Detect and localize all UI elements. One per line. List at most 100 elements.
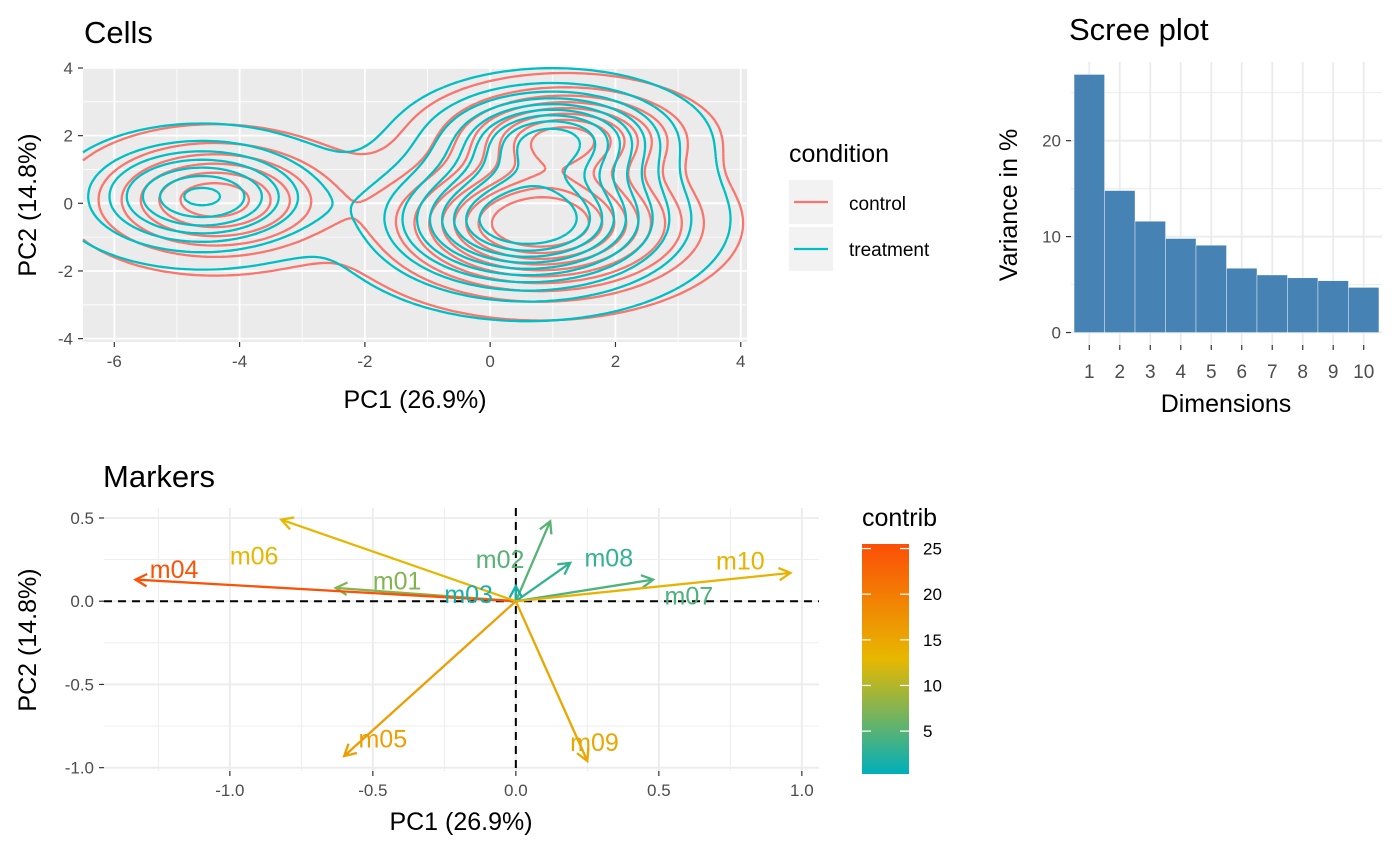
cells-x-tick-label: 4 [736, 352, 745, 371]
arrow-m05 [343, 600, 517, 757]
cells-x-axis-label: PC1 (26.9%) [343, 386, 486, 414]
scree-x-tick-label: 2 [1114, 362, 1125, 383]
contour-line-control-1 [82, 71, 745, 322]
arrow-head-m03 [508, 583, 524, 599]
arrow-head-m04 [133, 572, 148, 588]
markers-panel: Markers m01 m02 m03 m04 m05 m06 m07 m08 m09 m10 -… [14, 459, 942, 836]
cells-y-ticks: -4 -2 0 2 4 [58, 59, 83, 349]
scree-y-axis-label: Variance in % [995, 129, 1023, 281]
scree-x-axis-label: Dimensions [1161, 390, 1292, 418]
arrow-m02 [514, 520, 552, 602]
arrow-head-m08 [557, 561, 573, 576]
marker-label-m08: m08 [584, 544, 633, 572]
contrib-colorbar-ticks: 5 10 15 20 25 [862, 540, 942, 741]
scree-bar-8 [1287, 277, 1319, 333]
markers-y-tick-label: -0.5 [65, 675, 94, 694]
scree-y-tick-label: 20 [1042, 132, 1061, 151]
markers-arrows [133, 516, 793, 764]
markers-reference-lines [104, 508, 819, 771]
markers-y-tick-label: -1.0 [65, 759, 94, 778]
contrib-tick-label: 20 [923, 585, 942, 604]
markers-y-tick-label: 0.5 [70, 509, 94, 528]
contour-series-treatment [82, 67, 732, 323]
contrib-tick-label: 15 [923, 631, 942, 650]
arrow-m07 [515, 578, 654, 603]
legend-label-control: control [849, 194, 906, 215]
cells-y-tick-label: -2 [58, 262, 73, 281]
scree-bar-2 [1104, 190, 1136, 333]
markers-x-tick-label: 0.5 [647, 781, 671, 800]
contour-line-treatment-3 [108, 90, 671, 292]
marker-label-m09: m09 [570, 729, 619, 757]
contour-line-treatment-5 [141, 103, 640, 277]
contour-line-treatment-8 [452, 120, 604, 258]
scree-bar-9 [1317, 280, 1349, 333]
scree-y-tick-label: 10 [1042, 228, 1061, 247]
markers-labels: m01 m02 m03 m04 m05 m06 m07 m08 m09 m10 [150, 543, 765, 757]
contour-line-treatment-1 [82, 67, 732, 323]
arrow-head-m01 [333, 581, 348, 596]
cells-legend: condition control treatment [789, 140, 930, 271]
scree-x-tick-label: 4 [1175, 362, 1186, 383]
scree-x-tick-label: 8 [1297, 362, 1308, 383]
scree-bar-1 [1073, 74, 1105, 333]
cells-contours [82, 67, 745, 323]
markers-y-ticks: -1.0 -0.5 0.0 0.5 [65, 509, 104, 778]
cells-x-tick-label: -2 [357, 352, 372, 371]
scree-x-tick-label: 10 [1353, 362, 1374, 383]
contrib-colorbar [862, 544, 909, 774]
markers-x-tick-label: 1.0 [790, 781, 814, 800]
cells-title: Cells [84, 15, 153, 50]
marker-label-m05: m05 [359, 726, 408, 754]
cells-legend-title: condition [789, 140, 889, 168]
cells-panel: Cells -6 -4 -2 0 2 4 -4 -2 0 2 4 PC1 (26.9%) PC2 … [14, 15, 930, 414]
cells-x-tick-label: 0 [485, 352, 494, 371]
markers-grid [104, 508, 819, 771]
scree-y-tick-label: 0 [1052, 324, 1061, 343]
contrib-tick-label: 5 [923, 722, 932, 741]
scree-x-tick-label: 5 [1206, 362, 1217, 383]
scree-title: Scree plot [1069, 12, 1209, 47]
marker-label-m07: m07 [665, 583, 714, 611]
cells-y-tick-label: 4 [64, 59, 73, 78]
scree-bars [1073, 74, 1380, 333]
contour-line-treatment-2 [87, 81, 693, 303]
contour-line-treatment-4 [125, 97, 654, 284]
arrow-head-m02 [539, 519, 553, 535]
cells-y-tick-label: 2 [64, 127, 73, 146]
markers-x-axis-label: PC1 (26.9%) [389, 808, 532, 836]
scree-x-tick-label: 1 [1084, 362, 1095, 383]
arrow-m06 [280, 518, 517, 603]
cells-x-tick-label: -6 [107, 352, 122, 371]
arrow-head-m06 [279, 516, 295, 531]
arrow-m10 [515, 571, 791, 603]
cells-x-tick-label: 2 [611, 352, 620, 371]
scree-bar-3 [1134, 221, 1166, 333]
markers-x-tick-label: 0.0 [504, 781, 528, 800]
arrow-head-m10 [777, 566, 793, 582]
scree-x-tick-label: 3 [1145, 362, 1156, 383]
scree-y-ticks: 0 10 20 [1042, 132, 1071, 343]
markers-x-tick-label: -1.0 [215, 781, 244, 800]
scree-x-tick-label: 9 [1328, 362, 1339, 383]
scree-x-tick-label: 7 [1267, 362, 1278, 383]
cells-x-ticks: -6 -4 -2 0 2 4 [107, 342, 745, 371]
marker-label-m03: m03 [444, 581, 493, 609]
arrow-m09 [514, 600, 589, 762]
cells-x-tick-label: -4 [232, 352, 247, 371]
scree-bar-10 [1348, 287, 1380, 333]
cells-y-tick-label: 0 [64, 194, 73, 213]
contour-line-treatment-6 [158, 108, 628, 270]
scree-bar-6 [1226, 268, 1258, 333]
arrow-head-m07 [640, 574, 656, 589]
scree-bar-7 [1256, 274, 1288, 333]
scree-x-ticks: 1 2 3 4 5 6 7 8 9 10 [1084, 345, 1374, 383]
markers-plot-background [104, 508, 819, 771]
marker-label-m02: m02 [476, 546, 525, 574]
markers-x-tick-label: -0.5 [358, 781, 387, 800]
legend-label-treatment: treatment [849, 240, 930, 261]
arrow-m04 [135, 578, 516, 603]
contrib-tick-label: 10 [923, 676, 942, 695]
